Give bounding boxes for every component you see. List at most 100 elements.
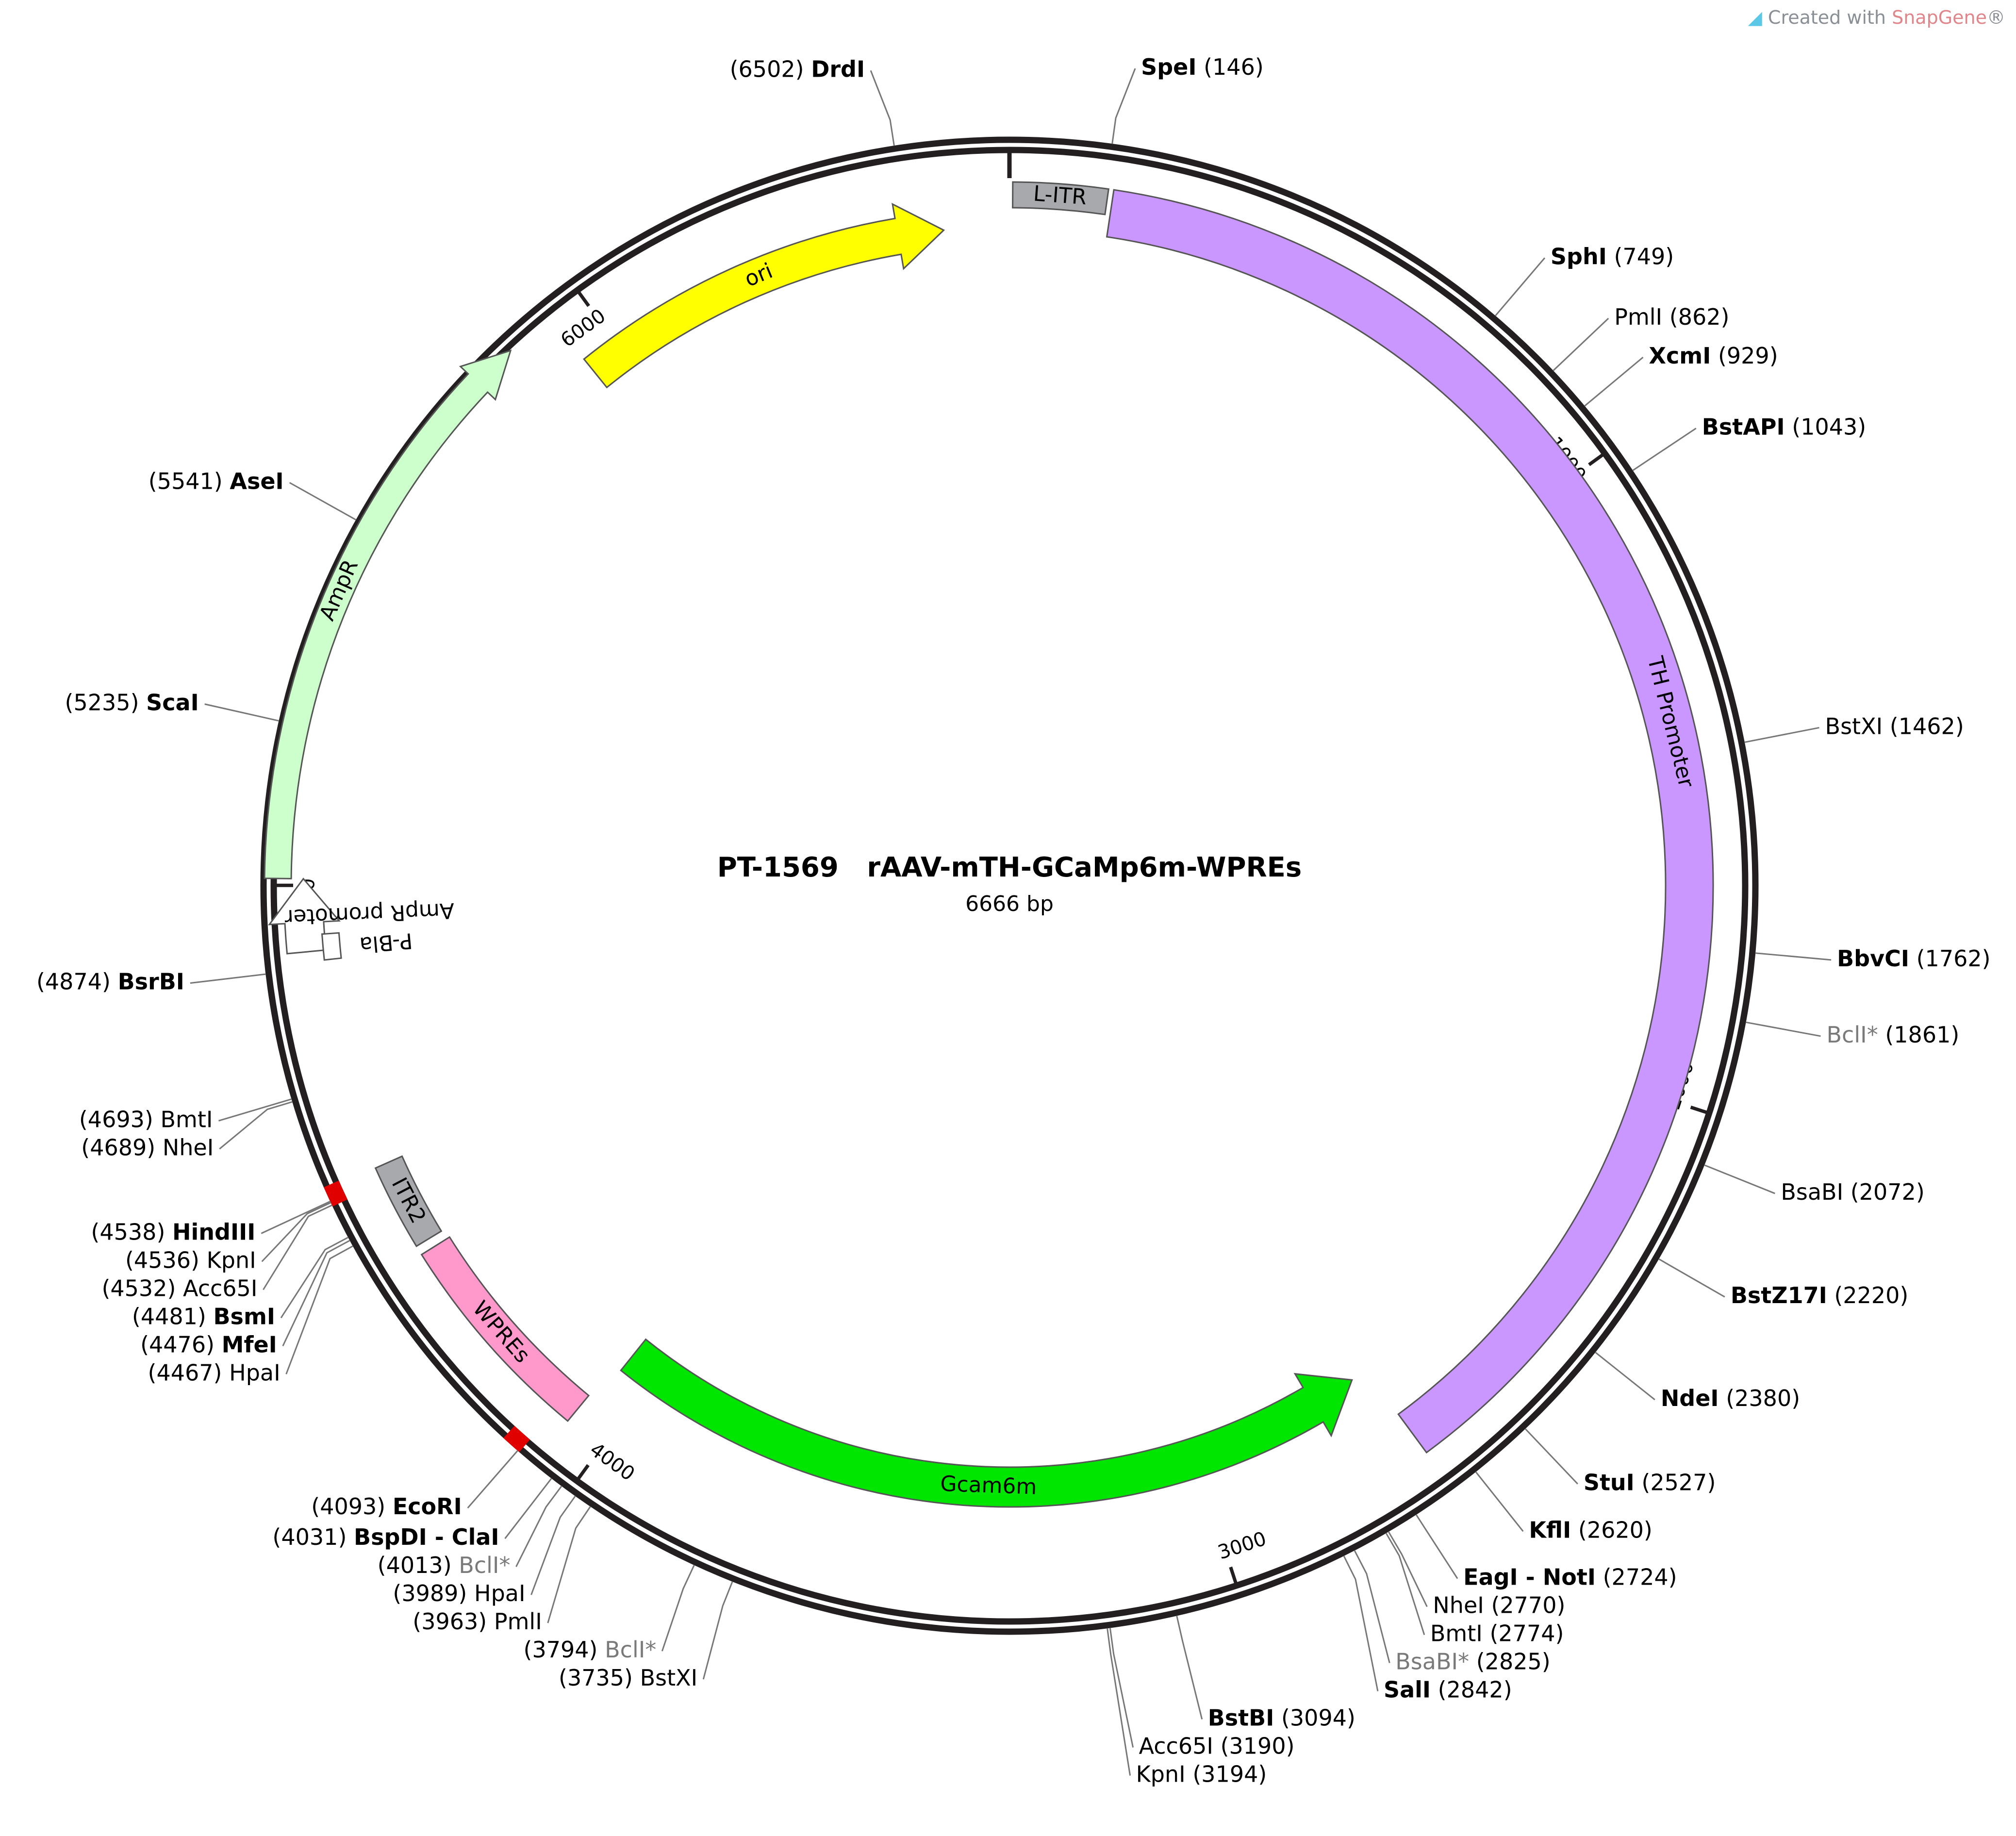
site-connector: [280, 1237, 349, 1319]
tick-mark: [1229, 1566, 1238, 1584]
site-position: 3735: [567, 1665, 624, 1691]
site-name: KpnI: [207, 1247, 256, 1273]
site-position: 4093: [320, 1493, 377, 1520]
site-position: 2724: [1612, 1564, 1669, 1590]
site-name: SphI: [1551, 243, 1607, 269]
site-name: Acc65I: [1139, 1733, 1213, 1759]
feature-ori: [583, 202, 945, 389]
site-connector: [1415, 1514, 1458, 1579]
site-position: 3963: [421, 1608, 478, 1635]
site-name: HpaI: [229, 1359, 281, 1386]
site-name: HindIII: [172, 1219, 255, 1245]
site-name: PmlI: [1614, 303, 1662, 330]
site-connector: [661, 1564, 695, 1652]
feature-label-gcam6m: Gcam6m: [940, 1472, 1038, 1500]
site-name: KpnI: [1136, 1761, 1186, 1787]
site-position: 749: [1622, 243, 1665, 269]
site-label-spei: SpeI (146): [1141, 54, 1264, 80]
site-position: 5235: [73, 689, 130, 715]
site-name: BmtI: [1430, 1620, 1483, 1646]
site-connector: [219, 1101, 293, 1150]
site-name: BbvCI: [1837, 945, 1909, 971]
site-markers: [324, 1180, 530, 1452]
site-position: 6502: [739, 56, 795, 82]
site-connector: [285, 1245, 354, 1374]
feature-itr2: [374, 1155, 443, 1247]
site-label-stui: StuI (2527): [1584, 1469, 1716, 1495]
site-label-acc65i: (4532) Acc65I: [101, 1275, 257, 1301]
tick-mark: [1588, 453, 1603, 466]
site-position: 4467: [156, 1359, 213, 1386]
site-position: 2527: [1650, 1469, 1707, 1495]
credit-mark: ®: [1987, 7, 2005, 28]
site-connector: [1595, 1352, 1655, 1401]
site-label-bmti: BmtI (2774): [1430, 1620, 1564, 1646]
site-position: 1762: [1925, 945, 1982, 971]
site-position: 2825: [1485, 1648, 1542, 1674]
site-name: BclI*: [605, 1637, 656, 1663]
site-label-bsabi: BsaBI* (2825): [1395, 1648, 1550, 1674]
site-connector: [1176, 1615, 1203, 1720]
site-connector: [1388, 1531, 1428, 1607]
site-name: XcmI: [1649, 343, 1711, 369]
site-connector: [263, 1204, 333, 1290]
tick-mark: [578, 291, 590, 307]
site-label-hpai: (3989) HpaI: [393, 1580, 525, 1606]
site-position: 2620: [1587, 1517, 1644, 1543]
feature-label-p-bla: P-Bla: [359, 928, 413, 958]
site-label-drdi: (6502) DrdI: [730, 56, 865, 82]
site-name: Acc65I: [183, 1275, 257, 1301]
site-label-ndei: NdeI (2380): [1661, 1385, 1800, 1411]
site-connector: [702, 1581, 733, 1680]
site-label-bstapi: BstAPI (1043): [1702, 414, 1866, 440]
site-label-acc65i: Acc65I (3190): [1139, 1733, 1295, 1759]
site-position: 146: [1212, 54, 1255, 80]
site-position: 3194: [1201, 1761, 1258, 1787]
site-position: 4532: [110, 1275, 167, 1301]
site-label-asei: (5541) AseI: [149, 468, 284, 494]
site-label-bsmi: (4481) BsmI: [132, 1303, 275, 1329]
site-connector: [1109, 1627, 1134, 1748]
credit-prefix: Created with: [1768, 7, 1892, 28]
site-name: KflI: [1529, 1517, 1571, 1543]
site-position: 862: [1678, 303, 1721, 330]
site-name: BsrBI: [118, 968, 184, 994]
snapgene-logo-icon: ◢: [1748, 7, 1762, 28]
site-connector: [504, 1478, 552, 1539]
site-label-sphi: SphI (749): [1551, 243, 1674, 269]
site-label-bstbi: BstBI (3094): [1208, 1704, 1355, 1731]
site-name: BstXI: [1825, 713, 1883, 739]
site-position: 2770: [1500, 1592, 1556, 1618]
site-position: 4031: [281, 1524, 338, 1550]
site-connector: [261, 1202, 331, 1262]
site-label-scai: (5235) ScaI: [65, 689, 199, 715]
tick-label: 3000: [1215, 1527, 1269, 1564]
site-connector: [1553, 317, 1609, 371]
site-position: 4693: [88, 1106, 145, 1132]
site-position: 2842: [1447, 1676, 1504, 1703]
site-label-bstz17i: BstZ17I (2220): [1731, 1282, 1909, 1308]
site-connector: [1494, 257, 1546, 316]
site-position: 1462: [1899, 713, 1955, 739]
site-position: 2380: [1735, 1385, 1791, 1411]
site-label-nhei: (4689) NheI: [81, 1134, 214, 1160]
site-label-bstxi: BstXI (1462): [1825, 713, 1964, 739]
site-position: 929: [1727, 343, 1769, 369]
site-connector: [1385, 1532, 1425, 1635]
site-connector: [261, 1200, 331, 1234]
site-name: BmtI: [160, 1106, 213, 1132]
backbone-marker: [324, 1180, 347, 1207]
site-connector: [1584, 357, 1644, 407]
site-connector: [467, 1450, 518, 1509]
site-position: 3190: [1229, 1733, 1286, 1759]
feature-l-itr: [1012, 181, 1110, 215]
site-name: StuI: [1584, 1469, 1635, 1495]
site-name: BsmI: [214, 1303, 276, 1329]
site-name: BstZ17I: [1731, 1282, 1827, 1308]
site-label-bcli: BclI* (1861): [1827, 1021, 1960, 1047]
site-name: BspDI - ClaI: [354, 1524, 499, 1550]
site-position: 4476: [149, 1331, 206, 1357]
site-name: BsaBI: [1781, 1179, 1843, 1205]
site-name: EcoRI: [393, 1493, 462, 1520]
feature-wpres: [420, 1236, 590, 1422]
